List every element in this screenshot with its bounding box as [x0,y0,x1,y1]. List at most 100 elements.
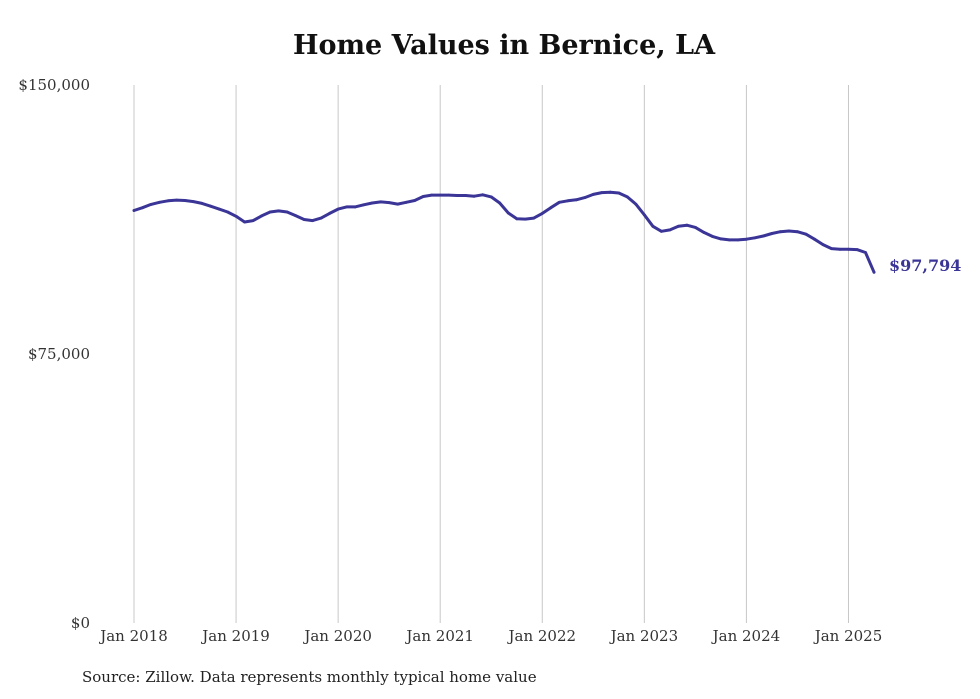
end-value-label: $97,794 [889,256,961,275]
data-point [226,210,230,214]
data-point [855,248,859,252]
data-point [336,207,340,211]
chart-title: Home Values in Bernice, LA [292,30,716,61]
data-point [209,204,213,208]
data-point [745,237,748,241]
data-point [770,232,774,235]
data-point [396,202,400,206]
data-point [677,224,680,228]
data-point [702,231,706,234]
data-point [421,195,425,198]
data-point [830,247,833,251]
end-value-group: $97,794 [889,256,961,275]
x-tick-label: Jan 2018 [98,627,168,645]
data-point [515,217,519,221]
data-point [430,193,434,197]
data-point [532,216,536,220]
x-axis-tick-labels: Jan 2018 Jan 2019 Jan 2020 Jan 2021 Jan 2022… [98,627,882,645]
data-point [345,205,348,209]
data-point [762,234,765,238]
data-point [660,229,663,233]
data-point [498,201,502,205]
data-point [668,228,672,232]
data-point [379,200,383,204]
data-point [404,200,408,204]
data-point [302,218,306,221]
data-point [872,270,876,274]
data-point [413,199,417,202]
data-point [634,202,638,206]
data-point [540,212,544,215]
data-point [651,224,655,228]
data-point [813,237,816,241]
data-point [736,238,740,242]
data-point [455,194,459,197]
x-tick-label: Jan 2024 [711,627,781,645]
data-point [260,214,263,218]
data-point [796,230,799,234]
data-point [319,216,323,220]
data-point [166,199,170,203]
data-point [523,217,527,221]
data-point [464,194,468,197]
data-point [566,199,570,203]
y-tick-label: $150,000 [18,76,90,94]
x-tick-label: Jan 2023 [609,627,679,645]
data-point [728,238,731,242]
data-point [711,235,714,238]
source-note: Source: Zillow. Data represents monthly … [82,668,537,686]
data-point [557,200,561,204]
data-point [591,193,595,196]
data-point [787,229,791,233]
series-line [132,190,876,274]
data-point [608,190,612,194]
data-point [277,209,280,213]
data-point [362,203,366,207]
data-point [200,202,204,205]
data-point [574,198,578,202]
data-point [158,200,161,204]
data-point [472,194,476,198]
data-point [685,223,689,227]
y-tick-label: $0 [71,614,90,632]
x-tick-label: Jan 2022 [506,627,576,645]
data-point [779,230,782,234]
data-point [294,214,297,218]
x-tick-label: Jan 2019 [200,627,270,645]
x-tick-label: Jan 2021 [404,627,474,645]
data-point [438,193,442,197]
data-point [251,219,255,223]
series-group [132,190,876,274]
data-point [192,200,195,204]
data-point [642,213,646,217]
data-point [804,232,808,236]
data-point [234,214,238,218]
data-point [268,210,272,214]
gridlines [133,85,849,623]
data-point [625,195,629,199]
data-point [217,207,221,211]
data-point [353,205,357,209]
data-point [285,210,289,214]
y-axis-tick-labels: $0 $75,000 $150,000 [18,76,90,632]
data-point [506,211,510,215]
data-point [617,191,621,195]
data-point [838,247,842,251]
data-point [753,236,757,240]
data-point [549,206,553,210]
data-point [149,203,153,206]
data-point [864,251,867,254]
data-point [183,199,187,202]
data-point [243,220,247,224]
data-point [328,212,331,215]
data-point [311,219,314,223]
data-point [489,195,493,199]
data-point [175,198,178,202]
data-point [141,206,144,210]
data-point [847,247,850,251]
x-tick-label: Jan 2020 [302,627,372,645]
data-point [583,196,587,200]
data-point [387,201,391,205]
data-point [600,191,604,195]
